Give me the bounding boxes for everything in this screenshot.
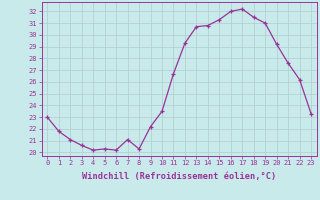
X-axis label: Windchill (Refroidissement éolien,°C): Windchill (Refroidissement éolien,°C) [82, 172, 276, 181]
